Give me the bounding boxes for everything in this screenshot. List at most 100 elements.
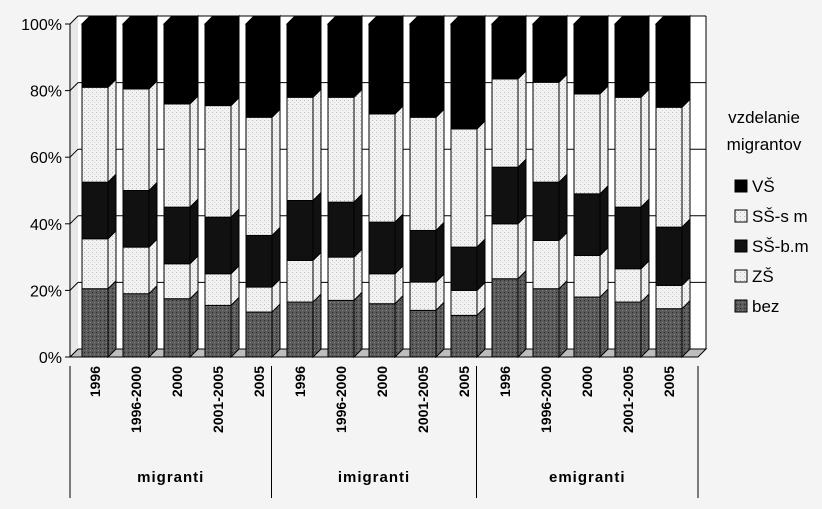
- bar-segment-side: [517, 214, 527, 280]
- gridline-depth: [69, 148, 79, 158]
- bar-segment-s-b-m: [163, 206, 191, 265]
- bar-segment-v-: [122, 23, 150, 90]
- x-tick-label: 1996: [292, 366, 308, 397]
- bar-segment-bez: [204, 304, 232, 358]
- x-tick-label: 2005: [661, 366, 677, 397]
- x-tick-label: 2000: [579, 366, 595, 397]
- bar-segment-side: [435, 108, 445, 232]
- bar-segment-z-: [614, 268, 642, 303]
- bar-segment-s-s-m: [450, 128, 478, 248]
- bar-segment-bez: [655, 308, 683, 358]
- bar-segment-side: [148, 284, 158, 359]
- bar-segment-s-s-m: [327, 96, 355, 203]
- bar-segment-s-s-m: [614, 96, 642, 208]
- bar-segment-side: [517, 269, 527, 359]
- gridline-depth: [69, 82, 79, 91]
- bar-segment-side: [599, 287, 609, 359]
- bar-segment-z-: [245, 286, 273, 313]
- bar-top: [490, 15, 528, 25]
- bar-segment-side: [640, 88, 650, 209]
- bar-segment-side: [148, 237, 158, 295]
- bar-segment-v-: [286, 23, 314, 98]
- bar-segment-side: [435, 301, 445, 359]
- bar-segment-v-: [409, 23, 437, 118]
- y-tick-label: 40%: [30, 217, 62, 234]
- bar-segment-s-s-m: [573, 93, 601, 195]
- bar-segment-s-b-m: [245, 234, 273, 288]
- bar-segment-side: [640, 197, 650, 270]
- bar-top: [121, 15, 159, 25]
- bar-segment-side: [394, 294, 404, 359]
- bar-segment-s-s-m: [204, 105, 232, 218]
- bar-segment-side: [148, 181, 158, 249]
- y-tick-label: 20%: [30, 283, 62, 300]
- bar-segment-side: [271, 226, 281, 289]
- bar-segment-side: [681, 98, 691, 229]
- bar-segment-s-s-m: [245, 116, 273, 236]
- bar-segment-v-: [327, 23, 355, 98]
- bar-segment-bez: [368, 303, 396, 358]
- bar-segment-side: [394, 212, 404, 275]
- bar-segment-s-b-m: [450, 246, 478, 291]
- x-tick-label: 2005: [251, 366, 267, 397]
- bar-segment-side: [517, 69, 527, 169]
- bar-segment-s-b-m: [614, 206, 642, 270]
- bar-segment-side: [558, 231, 568, 290]
- x-tick-label: 2001-2005: [210, 366, 226, 433]
- bar-segment-side: [148, 14, 158, 91]
- gridline-depth: [69, 215, 79, 225]
- group-label: imigranti: [338, 469, 410, 486]
- bar-segment-z-: [532, 239, 560, 290]
- bar-segment-s-b-m: [491, 166, 519, 225]
- bar-segment-s-s-m: [409, 116, 437, 231]
- bar-segment-bez: [81, 288, 109, 358]
- bar-top: [244, 15, 282, 25]
- bar-segment-side: [558, 279, 568, 359]
- bar-segment-side: [476, 14, 486, 131]
- group-label: migranti: [137, 469, 204, 486]
- y-tick-label: 60%: [30, 150, 62, 167]
- bar-segment-v-: [573, 23, 601, 95]
- bar-segment-side: [353, 291, 363, 359]
- x-tick-label: 2005: [456, 366, 472, 397]
- bar-segment-side: [599, 84, 609, 196]
- bar-segment-bez: [286, 301, 314, 358]
- bar-segment-side: [271, 14, 281, 119]
- bar-segment-bez: [573, 296, 601, 358]
- bar-segment-s-s-m: [163, 103, 191, 208]
- bar-segment-side: [517, 157, 527, 226]
- bar-segment-side: [107, 172, 117, 240]
- bar-segment-side: [353, 192, 363, 259]
- bar-segment-side: [681, 14, 691, 109]
- bar-segment-side: [189, 14, 199, 106]
- bar-segment-s-s-m: [368, 113, 396, 223]
- bar-segment-bez: [122, 293, 150, 358]
- bar-segment-side: [558, 172, 568, 242]
- bar-segment-v-: [81, 23, 109, 88]
- y-tick-label: 0%: [39, 350, 62, 367]
- bar-segment-z-: [368, 273, 396, 305]
- bar-segment-s-s-m: [122, 88, 150, 191]
- bar-segment-bez: [245, 311, 273, 358]
- bar-segment-bez: [491, 278, 519, 358]
- axis-labels: 0% 20% 40% 60% 80% 100% 1996 1996-2000 2000 2001-…: [21, 17, 677, 486]
- bar-segment-s-s-m: [81, 86, 109, 183]
- bar-segment-side: [599, 184, 609, 257]
- bar-segment-side: [107, 229, 117, 290]
- bar-segment-side: [312, 292, 322, 359]
- y-tick-label: 80%: [30, 84, 62, 101]
- bar-segment-side: [476, 237, 486, 292]
- bar-top: [203, 15, 241, 25]
- x-tick-label: 2001-2005: [620, 366, 636, 433]
- bar-segment-side: [394, 104, 404, 224]
- bar-segment-bez: [409, 309, 437, 358]
- bar-segment-side: [230, 14, 240, 107]
- gridline-depth: [69, 15, 79, 25]
- bar-segment-s-b-m: [368, 221, 396, 275]
- legend-label: SŠ-s m: [752, 207, 808, 226]
- legend-swatch: [734, 299, 748, 313]
- bar-segment-side: [681, 217, 691, 287]
- bar-segment-side: [107, 14, 117, 89]
- bar-segment-side: [435, 221, 445, 284]
- bar-segment-s-s-m: [286, 96, 314, 201]
